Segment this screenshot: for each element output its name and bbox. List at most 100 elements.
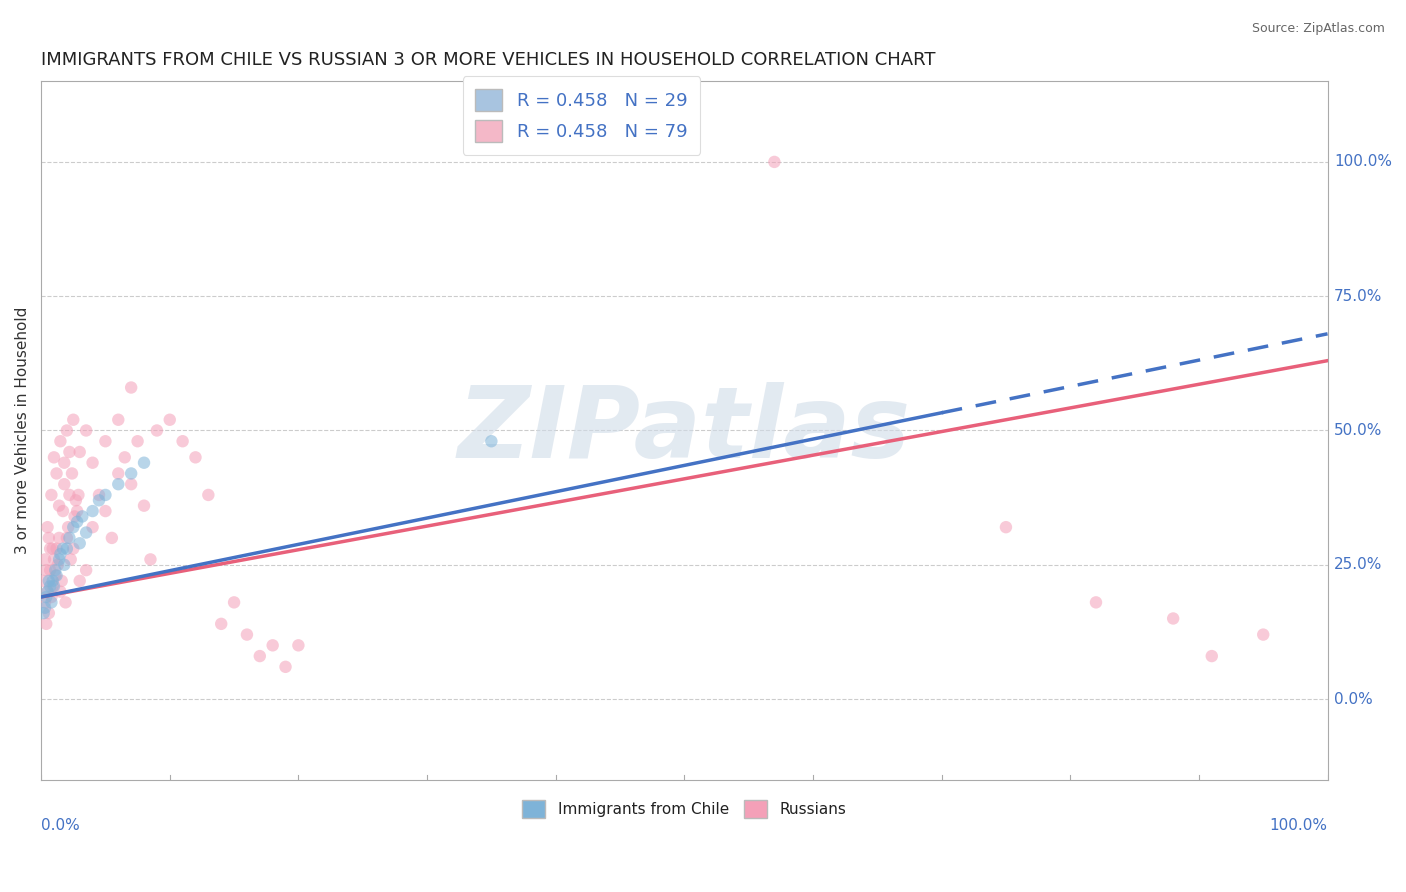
Point (172, 434, 194, 449)
Text: ZIPatlas: ZIPatlas (458, 382, 911, 479)
Point (41, 590, 63, 604)
Point (94, 488, 117, 502)
Point (994, 520, 1017, 534)
Point (42, 450, 65, 465)
Point (94, 504, 117, 518)
Point (262, 638, 284, 652)
Point (56, 531, 79, 545)
Point (37, 520, 59, 534)
Point (39, 563, 62, 577)
Point (287, 638, 309, 652)
Point (45, 568, 67, 582)
Point (1201, 649, 1223, 664)
Point (56, 520, 79, 534)
Point (62, 541, 84, 556)
Point (48, 499, 70, 513)
Point (69, 574, 91, 588)
Point (274, 660, 297, 674)
Point (236, 627, 259, 641)
Point (132, 499, 155, 513)
Point (42, 579, 65, 593)
Point (53, 477, 76, 491)
Point (58, 531, 80, 545)
Y-axis label: 3 or more Vehicles in Household: 3 or more Vehicles in Household (15, 307, 30, 554)
Point (69, 445, 91, 459)
Point (39, 579, 62, 593)
Point (94, 434, 117, 449)
Point (82, 456, 104, 470)
Point (66, 504, 89, 518)
Point (479, 434, 502, 449)
Point (39, 541, 62, 556)
Text: 100.0%: 100.0% (1334, 154, 1392, 169)
Point (41, 541, 63, 556)
Text: Source: ZipAtlas.com: Source: ZipAtlas.com (1251, 22, 1385, 36)
Point (52, 504, 75, 518)
Point (49, 434, 72, 449)
Point (34, 600, 56, 615)
Point (107, 467, 129, 481)
Point (87, 493, 110, 508)
Point (59, 552, 82, 566)
Point (75, 525, 97, 540)
Point (75, 424, 97, 438)
Point (52, 541, 75, 556)
Point (32, 606, 55, 620)
Point (53, 558, 76, 572)
Point (101, 531, 124, 545)
Text: 75.0%: 75.0% (1334, 289, 1382, 303)
Text: 50.0%: 50.0% (1334, 423, 1382, 438)
Point (127, 434, 149, 449)
Point (46, 558, 69, 572)
Point (44, 563, 66, 577)
Point (38, 574, 60, 588)
Point (62, 413, 84, 427)
Point (1251, 627, 1274, 641)
Point (66, 515, 89, 529)
Point (120, 380, 142, 394)
Point (34, 552, 56, 566)
Point (35, 616, 58, 631)
Point (69, 536, 91, 550)
Point (146, 424, 169, 438)
Point (58, 445, 80, 459)
Point (35, 590, 58, 604)
Text: 0.0%: 0.0% (41, 818, 80, 833)
Point (249, 649, 271, 664)
Point (120, 467, 142, 481)
Point (65, 493, 87, 508)
Point (42, 552, 65, 566)
Point (120, 477, 142, 491)
Point (62, 520, 84, 534)
Point (67, 488, 90, 502)
Point (197, 488, 219, 502)
Point (48, 552, 70, 566)
Point (107, 477, 129, 491)
Point (159, 413, 181, 427)
Point (37, 584, 59, 599)
Point (41, 595, 63, 609)
Point (63, 509, 86, 524)
Point (44, 568, 66, 582)
Point (53, 456, 76, 470)
Point (1085, 595, 1108, 609)
Point (56, 424, 79, 438)
Point (107, 413, 129, 427)
Point (41, 488, 63, 502)
Point (209, 616, 232, 631)
Point (51, 574, 73, 588)
Point (32, 574, 55, 588)
Text: 0.0%: 0.0% (1334, 691, 1372, 706)
Point (41, 579, 63, 593)
Point (48, 531, 70, 545)
Point (45, 467, 67, 481)
Point (55, 595, 77, 609)
Point (139, 552, 162, 566)
Point (82, 520, 104, 534)
Text: 100.0%: 100.0% (1270, 818, 1327, 833)
Point (49, 547, 72, 561)
Point (35, 563, 58, 577)
Point (56, 541, 79, 556)
Point (72, 509, 94, 524)
Point (184, 450, 207, 465)
